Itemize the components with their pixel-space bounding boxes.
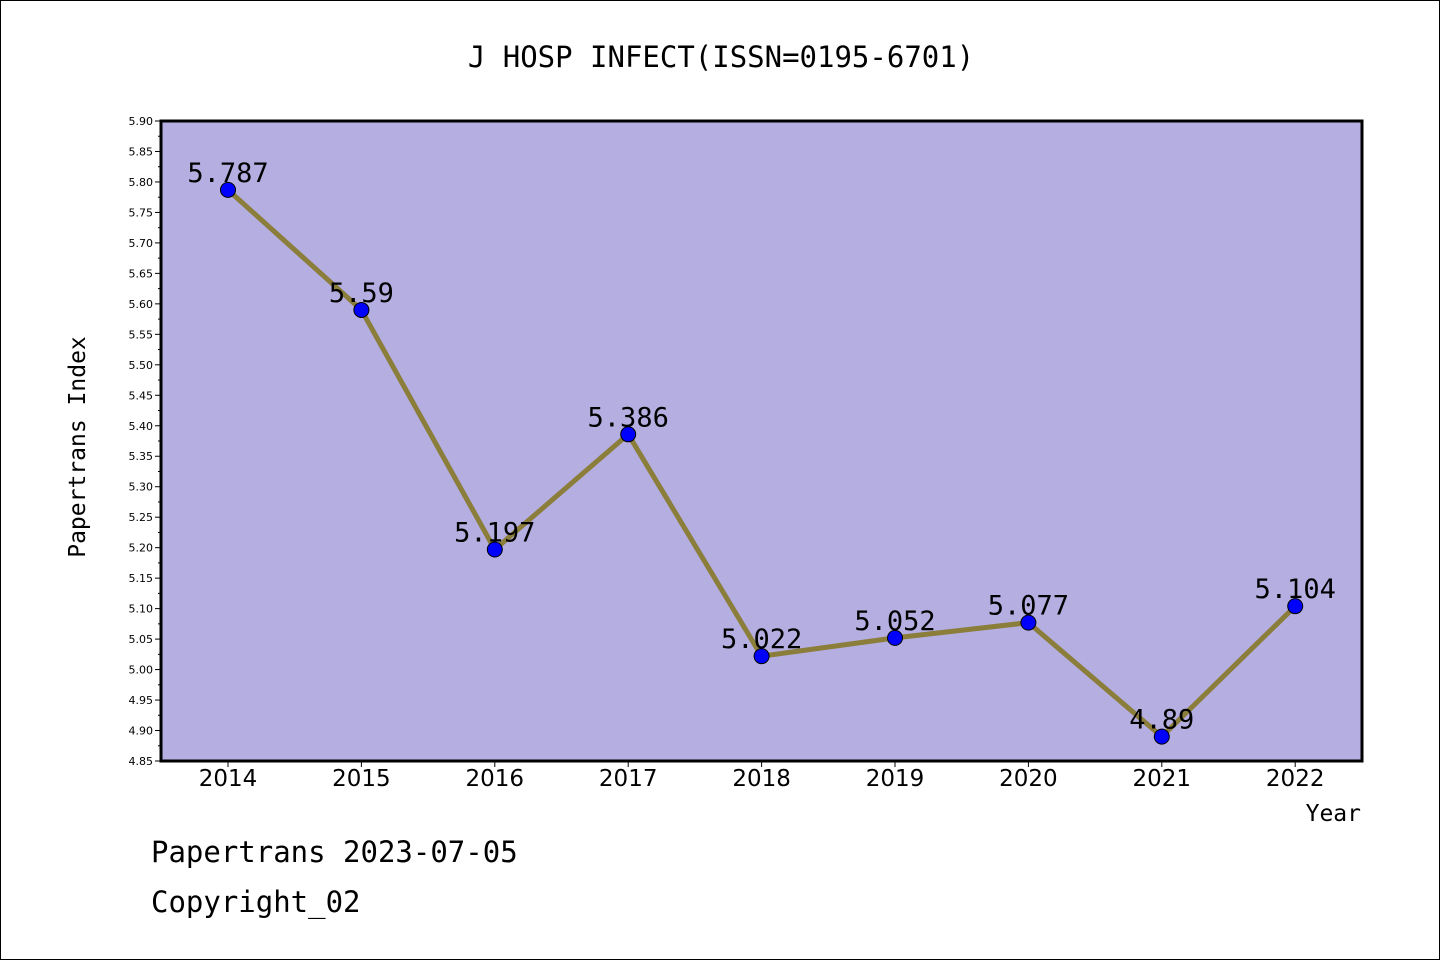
- x-axis: 2014 2015 2016 2017 2018 2019 2020 2021 2022: [199, 761, 1325, 792]
- y-tick-label: 5.70: [129, 237, 154, 250]
- data-labels: 5.787 5.59 5.197 5.386 5.022 5.052 5.077 4.89 5.…: [187, 158, 1335, 736]
- data-label: 5.022: [721, 624, 802, 655]
- y-tick-label: 5.45: [129, 389, 154, 402]
- y-tick-label: 5.50: [129, 359, 154, 372]
- y-tick-label: 5.10: [129, 603, 154, 616]
- y-tick-label: 5.30: [129, 481, 154, 494]
- data-point-marker: [486, 541, 503, 558]
- x-tick-label: 2017: [599, 766, 658, 792]
- chart-title: J HOSP INFECT(ISSN=0195-6701): [468, 40, 974, 74]
- data-label: 5.104: [1255, 574, 1336, 605]
- x-axis-label: Year: [1306, 801, 1361, 827]
- data-point-marker: [1153, 728, 1170, 745]
- y-tick-label: 5.15: [129, 572, 154, 585]
- y-tick-label: 5.25: [129, 511, 154, 524]
- y-tick-label: 5.60: [129, 298, 154, 311]
- y-tick-label: 5.00: [129, 664, 154, 677]
- data-point-marker: [753, 648, 770, 665]
- data-label: 5.59: [329, 278, 394, 309]
- x-tick-label: 2021: [1133, 766, 1192, 792]
- y-tick-label: 5.85: [129, 145, 154, 158]
- data-label: 5.787: [187, 158, 268, 189]
- y-tick-label: 5.05: [129, 633, 154, 646]
- plot-area: [159, 119, 1364, 763]
- data-label: 4.89: [1129, 705, 1194, 736]
- y-axis: 4.85 4.90 4.95 5.00 5.05 5.10 5.15 5.20 5.25 5.30…: [129, 115, 161, 768]
- data-label: 5.386: [588, 402, 669, 433]
- y-tick-label: 4.95: [129, 694, 154, 707]
- data-point-marker: [620, 426, 637, 443]
- y-tick-label: 4.85: [129, 755, 154, 768]
- data-label: 5.052: [854, 606, 935, 637]
- x-tick-label: 2018: [732, 766, 791, 792]
- y-tick-label: 5.65: [129, 267, 154, 280]
- y-tick-label: 5.40: [129, 420, 154, 433]
- y-tick-label: 5.80: [129, 176, 154, 189]
- x-tick-label: 2015: [332, 766, 391, 792]
- data-point-marker: [1287, 598, 1304, 615]
- y-tick-label: 5.75: [129, 206, 154, 219]
- x-tick-label: 2014: [199, 766, 258, 792]
- y-tick-label: 5.90: [129, 115, 154, 128]
- y-tick-label: 4.90: [129, 725, 154, 738]
- y-tick-label: 5.55: [129, 328, 154, 341]
- data-point-marker: [220, 181, 236, 198]
- data-label: 5.197: [454, 517, 535, 548]
- series-markers: [220, 181, 1304, 745]
- y-axis-label: Papertrans Index: [65, 336, 91, 558]
- footer-copyright-text: Copyright_02: [151, 885, 361, 919]
- x-tick-label: 2016: [466, 766, 525, 792]
- data-point-marker: [887, 629, 903, 646]
- data-point-marker: [353, 301, 370, 318]
- x-tick-label: 2019: [866, 766, 925, 792]
- y-tick-label: 5.20: [129, 542, 154, 555]
- data-label: 5.077: [988, 591, 1069, 622]
- x-tick-label: 2020: [999, 766, 1058, 792]
- y-tick-label: 5.35: [129, 450, 154, 463]
- x-tick-label: 2022: [1266, 766, 1325, 792]
- footer-date-text: Papertrans 2023-07-05: [151, 835, 518, 869]
- data-point-marker: [1020, 614, 1037, 631]
